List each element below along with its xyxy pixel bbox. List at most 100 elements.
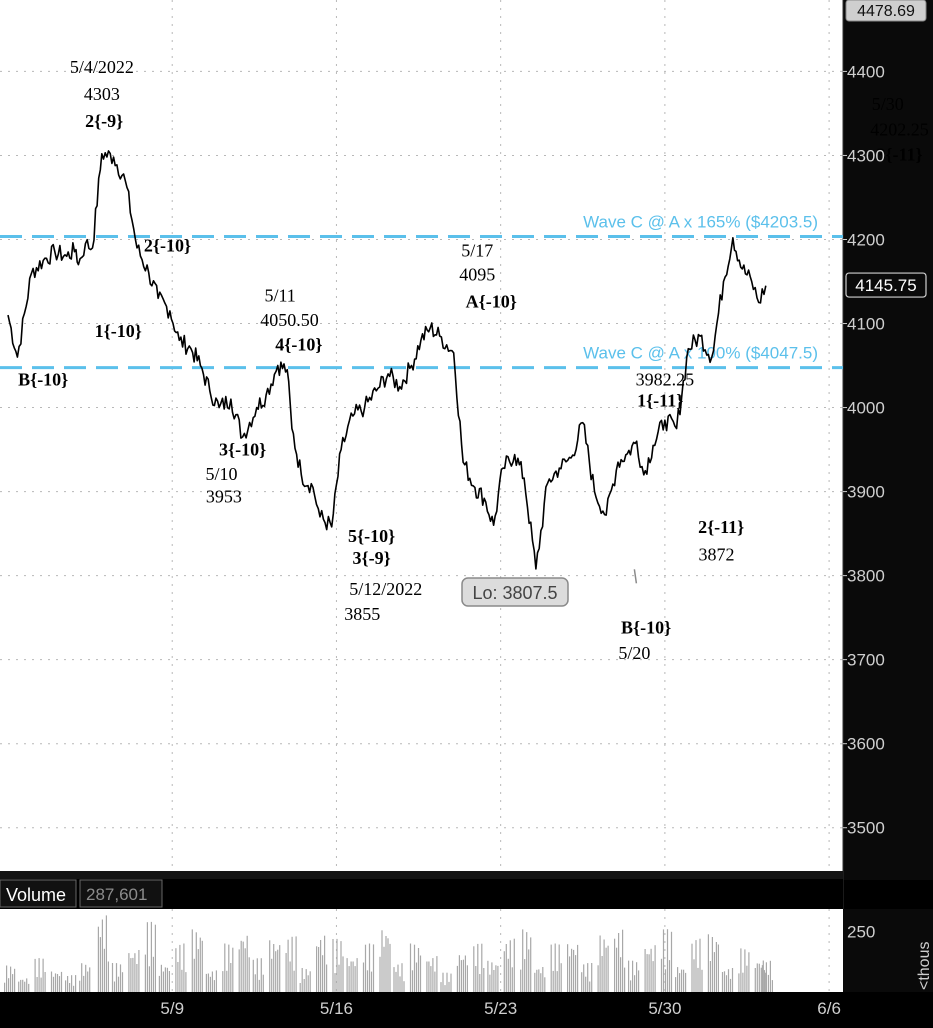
volume-bar xyxy=(318,947,320,992)
level-label: Wave C @ A x 165% ($4203.5) xyxy=(583,213,818,232)
volume-bar xyxy=(605,947,607,992)
volume-bar xyxy=(748,952,750,992)
volume-bar xyxy=(597,965,599,992)
low-callout-label: Lo: 3807.5 xyxy=(472,583,557,603)
volume-bar xyxy=(756,963,758,992)
volume-bar xyxy=(544,977,546,992)
volume-bar xyxy=(295,936,297,992)
wave-label: 3982.25 xyxy=(636,370,695,390)
volume-bar xyxy=(411,970,414,992)
volume-bar xyxy=(740,948,742,992)
volume-bar xyxy=(320,940,322,992)
volume-bar xyxy=(771,980,773,992)
volume-bar xyxy=(60,971,63,992)
volume-bar xyxy=(34,958,36,992)
volume-bar xyxy=(4,982,6,992)
volume-bar xyxy=(583,964,585,992)
volume-bar xyxy=(397,964,399,992)
volume-bar xyxy=(356,958,358,992)
volume-bar xyxy=(646,954,648,992)
volume-bar xyxy=(630,980,632,992)
volume-bar xyxy=(542,967,544,992)
volume-bar xyxy=(769,960,771,992)
wave-label: 4050.50 xyxy=(260,310,319,330)
volume-bar xyxy=(117,976,120,992)
volume-bar xyxy=(556,971,558,992)
volume-bar xyxy=(54,973,57,992)
volume-bar xyxy=(154,924,156,992)
volume-bar xyxy=(479,974,481,992)
volume-bar xyxy=(199,937,201,992)
volume-bar xyxy=(458,955,460,992)
volume-bar xyxy=(662,929,665,992)
volume-bar xyxy=(399,976,401,992)
volume-bar xyxy=(616,947,618,992)
volume-bar xyxy=(197,949,199,992)
volume-bar xyxy=(340,941,342,992)
volume-bar xyxy=(670,931,673,992)
volume-bar xyxy=(599,935,601,992)
volume-bar xyxy=(8,978,10,992)
volume-bar xyxy=(430,966,432,992)
volume-bar xyxy=(436,956,438,992)
volume-bar xyxy=(209,976,211,992)
volume-bar xyxy=(589,981,591,992)
volume-bar xyxy=(89,967,91,992)
volume-bar xyxy=(381,930,383,992)
last-price-badge: 4145.75 xyxy=(845,272,927,298)
volume-bar xyxy=(618,933,620,992)
volume-bar xyxy=(573,949,575,992)
price-axis-tick: 3900 xyxy=(847,483,885,502)
volume-bar xyxy=(332,939,334,992)
volume-bar xyxy=(164,967,166,992)
volume-bar xyxy=(495,965,497,992)
volume-bar xyxy=(262,974,264,992)
volume-bar xyxy=(695,940,697,992)
volume-bar xyxy=(505,944,507,992)
price-axis-panel xyxy=(843,0,933,880)
price-axis-tick: 3500 xyxy=(847,819,885,838)
wave-label: B{-10} xyxy=(621,618,671,638)
volume-bar xyxy=(711,937,713,992)
volume-bar xyxy=(558,944,560,992)
volume-bar xyxy=(105,915,107,992)
volume-bar xyxy=(650,948,652,992)
volume-bar xyxy=(767,974,769,992)
grid-layer xyxy=(0,0,843,992)
volume-bar xyxy=(224,943,226,992)
wave-label: 3{-11} xyxy=(876,145,922,165)
volume-bar xyxy=(85,964,87,992)
volume-bar xyxy=(258,979,260,992)
volume-bar xyxy=(338,964,340,992)
volume-bars xyxy=(4,915,773,992)
volume-bar xyxy=(10,966,12,992)
volume-bar xyxy=(528,949,530,992)
volume-bar xyxy=(383,946,385,992)
volume-bar xyxy=(746,965,748,992)
volume-bar xyxy=(725,975,728,992)
volume-bar xyxy=(448,981,450,992)
volume-bar xyxy=(352,961,354,992)
volume-bar xyxy=(285,953,287,992)
volume-bar xyxy=(207,973,209,992)
volume-bar xyxy=(370,971,373,992)
price-axis-tick: 4000 xyxy=(847,399,885,418)
wave-label: B{-10} xyxy=(18,370,68,390)
volume-bar xyxy=(524,959,526,992)
volume-bar xyxy=(731,968,734,992)
volume-bar xyxy=(230,963,232,992)
volume-bar xyxy=(763,970,765,992)
volume-title: Volume xyxy=(6,885,66,905)
volume-bar xyxy=(764,972,766,992)
volume-bar xyxy=(81,963,83,992)
volume-bar xyxy=(342,956,344,992)
volume-bar xyxy=(113,981,116,992)
volume-bar xyxy=(14,968,16,992)
volume-bar xyxy=(487,960,489,992)
volume-bar xyxy=(403,981,405,992)
price-plot-area[interactable] xyxy=(0,0,843,871)
volume-bar xyxy=(366,970,369,992)
volume-bar xyxy=(727,969,730,992)
